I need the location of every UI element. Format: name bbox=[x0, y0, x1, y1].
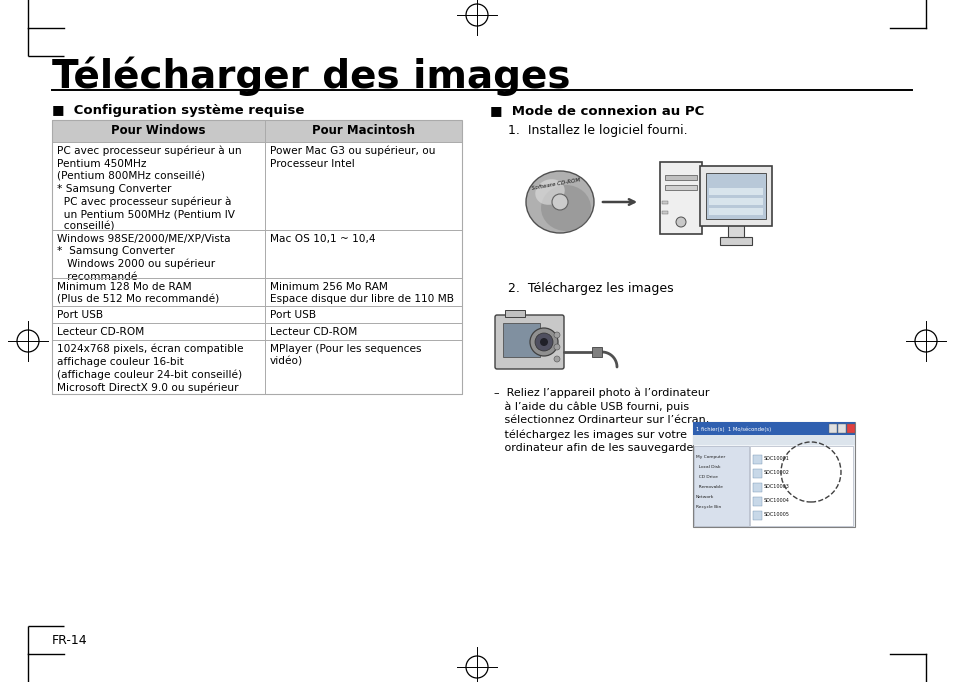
Text: ■  Configuration système requise: ■ Configuration système requise bbox=[52, 104, 304, 117]
Text: Minimum 256 Mo RAM
Espace disque dur libre de 110 MB: Minimum 256 Mo RAM Espace disque dur lib… bbox=[270, 282, 454, 304]
Bar bbox=[708, 188, 762, 195]
Bar bbox=[705, 173, 765, 219]
Bar bbox=[504, 310, 524, 317]
Text: Port USB: Port USB bbox=[57, 310, 103, 320]
Bar bbox=[52, 120, 461, 142]
Bar bbox=[752, 469, 761, 478]
Bar bbox=[692, 422, 854, 435]
Bar bbox=[664, 185, 697, 190]
Text: 1.  Installez le logiciel fourni.: 1. Installez le logiciel fourni. bbox=[507, 124, 687, 137]
Text: Recycle Bin: Recycle Bin bbox=[696, 505, 720, 509]
Circle shape bbox=[530, 328, 558, 356]
Text: Lecteur CD-ROM: Lecteur CD-ROM bbox=[57, 327, 144, 337]
Bar bbox=[693, 446, 748, 526]
Bar bbox=[727, 224, 743, 237]
Text: Local Disk: Local Disk bbox=[696, 465, 720, 469]
Text: Minimum 128 Mo de RAM
(Plus de 512 Mo recommandé): Minimum 128 Mo de RAM (Plus de 512 Mo re… bbox=[57, 282, 219, 304]
Bar bbox=[752, 483, 761, 492]
Bar bbox=[837, 424, 845, 433]
Text: Pour Windows: Pour Windows bbox=[112, 125, 206, 138]
Text: SDC10005: SDC10005 bbox=[763, 512, 789, 518]
Circle shape bbox=[535, 333, 553, 351]
Text: Lecteur CD-ROM: Lecteur CD-ROM bbox=[270, 327, 356, 337]
Text: Mac OS 10,1 ~ 10,4: Mac OS 10,1 ~ 10,4 bbox=[270, 234, 375, 244]
Text: 1024x768 pixels, écran compatible
affichage couleur 16-bit
(affichage couleur 24: 1024x768 pixels, écran compatible affich… bbox=[57, 344, 243, 393]
Text: CD Drive: CD Drive bbox=[696, 475, 718, 479]
Text: Windows 98SE/2000/ME/XP/Vista
*  Samsung Converter
   Windows 2000 ou supérieur
: Windows 98SE/2000/ME/XP/Vista * Samsung … bbox=[57, 234, 231, 282]
Text: Power Mac G3 ou supérieur, ou
Processeur Intel: Power Mac G3 ou supérieur, ou Processeur… bbox=[270, 146, 435, 169]
Circle shape bbox=[552, 194, 567, 210]
Text: 2.  Téléchargez les images: 2. Téléchargez les images bbox=[507, 282, 673, 295]
Text: Port USB: Port USB bbox=[270, 310, 315, 320]
Circle shape bbox=[676, 217, 685, 227]
Text: 1 fichier(s)  1 Mo/séconde(s): 1 fichier(s) 1 Mo/séconde(s) bbox=[696, 426, 770, 432]
Bar bbox=[708, 208, 762, 215]
Bar bbox=[659, 162, 701, 234]
Text: SDC10003: SDC10003 bbox=[763, 484, 789, 490]
Bar bbox=[661, 211, 667, 214]
Text: ■  Mode de connexion au PC: ■ Mode de connexion au PC bbox=[490, 104, 703, 117]
Text: My Computer: My Computer bbox=[696, 455, 724, 459]
Circle shape bbox=[554, 356, 559, 362]
Text: –  Reliez l’appareil photo à l’ordinateur
   à l’aide du câble USB fourni, puis
: – Reliez l’appareil photo à l’ordinateur… bbox=[494, 387, 709, 454]
Bar bbox=[52, 120, 461, 394]
Ellipse shape bbox=[525, 171, 594, 233]
Text: MPlayer (Pour les sequences
vidéo): MPlayer (Pour les sequences vidéo) bbox=[270, 344, 421, 366]
Text: PC avec processeur supérieur à un
Pentium 450MHz
(Pentium 800MHz conseillé)
* Sa: PC avec processeur supérieur à un Pentiu… bbox=[57, 146, 241, 232]
FancyBboxPatch shape bbox=[495, 315, 563, 369]
Bar bbox=[720, 237, 751, 245]
Bar bbox=[661, 201, 667, 204]
Bar bbox=[592, 347, 601, 357]
Text: SDC10002: SDC10002 bbox=[763, 471, 789, 475]
Text: FR-14: FR-14 bbox=[52, 634, 88, 647]
Text: SDC10001: SDC10001 bbox=[763, 456, 789, 462]
Bar bbox=[749, 446, 852, 526]
Bar bbox=[502, 323, 539, 357]
Bar bbox=[846, 424, 854, 433]
Circle shape bbox=[554, 344, 559, 350]
Bar bbox=[708, 198, 762, 205]
Bar bbox=[752, 511, 761, 520]
Text: Software CD-ROM: Software CD-ROM bbox=[531, 177, 580, 191]
Text: Removable: Removable bbox=[696, 485, 722, 489]
Circle shape bbox=[554, 332, 559, 338]
Ellipse shape bbox=[535, 179, 564, 205]
Bar bbox=[752, 497, 761, 506]
Bar bbox=[700, 166, 771, 226]
Text: SDC10004: SDC10004 bbox=[763, 499, 789, 503]
Bar bbox=[692, 422, 854, 527]
Text: Network: Network bbox=[696, 495, 714, 499]
Circle shape bbox=[539, 338, 547, 346]
Ellipse shape bbox=[540, 185, 590, 231]
Bar bbox=[752, 455, 761, 464]
Bar bbox=[828, 424, 836, 433]
Bar bbox=[664, 175, 697, 180]
Text: Télécharger des images: Télécharger des images bbox=[52, 57, 570, 96]
Bar bbox=[692, 435, 854, 445]
Text: Pour Macintosh: Pour Macintosh bbox=[312, 125, 415, 138]
